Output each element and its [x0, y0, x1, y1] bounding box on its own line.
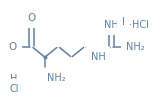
Text: H: H — [122, 17, 130, 27]
Text: NH: NH — [104, 20, 119, 30]
Text: O: O — [27, 13, 36, 23]
Text: NH₂: NH₂ — [47, 73, 65, 83]
Text: Cl: Cl — [9, 84, 19, 94]
Text: H: H — [10, 74, 18, 84]
Text: ·HCl: ·HCl — [129, 20, 149, 30]
Text: NH: NH — [91, 52, 106, 62]
Text: O: O — [8, 42, 16, 52]
Text: NH₂: NH₂ — [126, 42, 145, 52]
